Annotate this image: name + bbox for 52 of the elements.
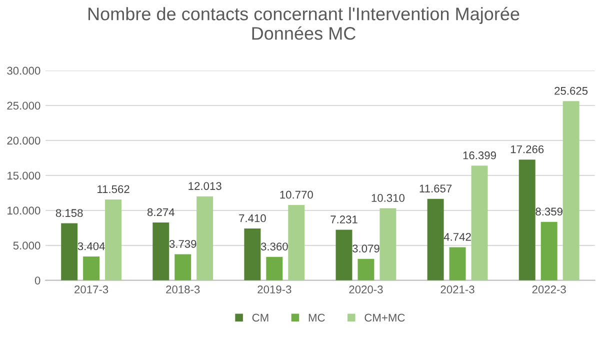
x-tick-label: 2021-3 [440,286,474,294]
bar [83,256,100,280]
bar [358,258,374,280]
data-label: 10.310 [372,194,405,202]
legend-label: CM [252,314,268,322]
bar [562,101,580,280]
data-label: 3.079 [352,244,380,252]
data-label: 8.359 [536,208,562,216]
x-tick-label: 2022-3 [532,286,566,294]
bar [449,247,466,280]
y-tick-label: 25.000 [7,102,40,110]
bar [288,205,305,280]
legend-label: MC [308,314,325,322]
data-label: 3.404 [78,242,105,250]
data-label: 8.274 [147,208,174,216]
bar [61,223,78,280]
x-tick-label: 2017-3 [74,286,108,294]
bar [427,198,444,280]
data-label: 3.360 [260,242,288,250]
x-tick-label: 2019-3 [258,286,292,294]
y-tick-label: 15.000 [8,172,40,180]
bar [244,228,261,280]
y-tick-label: 20.000 [7,136,40,145]
y-tick-label: 10.000 [8,206,40,215]
y-tick-label: 5.000 [13,242,40,250]
chart-title: Nombre de contacts concernant l'Intervention Majorée Données MC [88,6,520,40]
data-label: 11.562 [98,185,130,194]
bar [380,208,396,280]
bar [518,160,536,280]
bar [471,166,488,280]
data-label: 16.399 [463,151,496,160]
data-label: 25.625 [554,86,588,95]
data-label: 11.657 [420,184,452,192]
data-label: 12.013 [188,182,222,190]
y-tick-label: 30.000 [7,66,40,75]
bar [266,256,283,280]
x-tick-label: 2018-3 [166,286,200,294]
x-tick-label: 2020-3 [349,286,383,294]
bar [196,196,214,280]
data-label: 8.158 [56,209,83,217]
bar [174,254,192,280]
data-label: 7.410 [239,214,266,222]
data-label: 10.770 [280,190,313,199]
data-label: 7.231 [330,216,358,224]
bar [336,230,352,280]
data-label: 17.266 [510,145,544,154]
bar [540,222,558,280]
y-tick-label: 0 [34,276,40,284]
bar [105,199,122,280]
legend-label: CM+MC [364,314,405,322]
data-label: 3.739 [169,240,196,248]
bar [152,222,170,280]
